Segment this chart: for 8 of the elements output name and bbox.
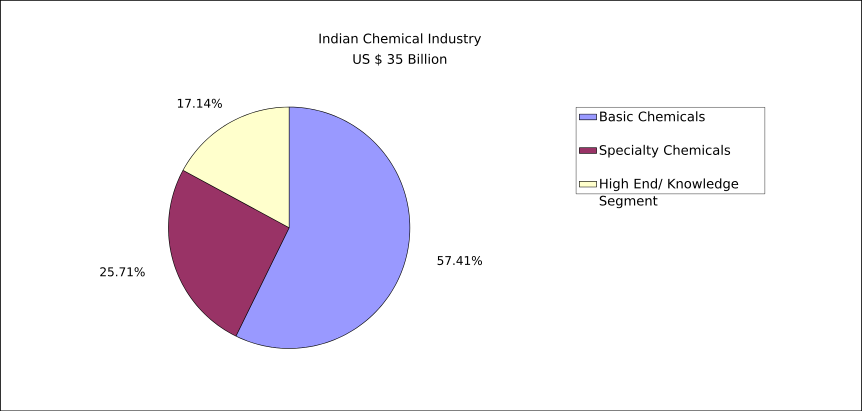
data-label: 17.14% — [178, 98, 222, 108]
chart-title: Indian Chemical Industry — [320, 33, 482, 46]
data-label: 25.71% — [100, 267, 145, 276]
legend-label: Specialty Chemicals — [600, 144, 730, 158]
legend-label: Basic Chemicals — [600, 111, 705, 122]
legend-label: High End/ Knowledge Segment — [600, 178, 738, 208]
data-label: 57.41% — [438, 256, 482, 265]
chart-subtitle: US $ 35 Billion — [353, 54, 446, 66]
